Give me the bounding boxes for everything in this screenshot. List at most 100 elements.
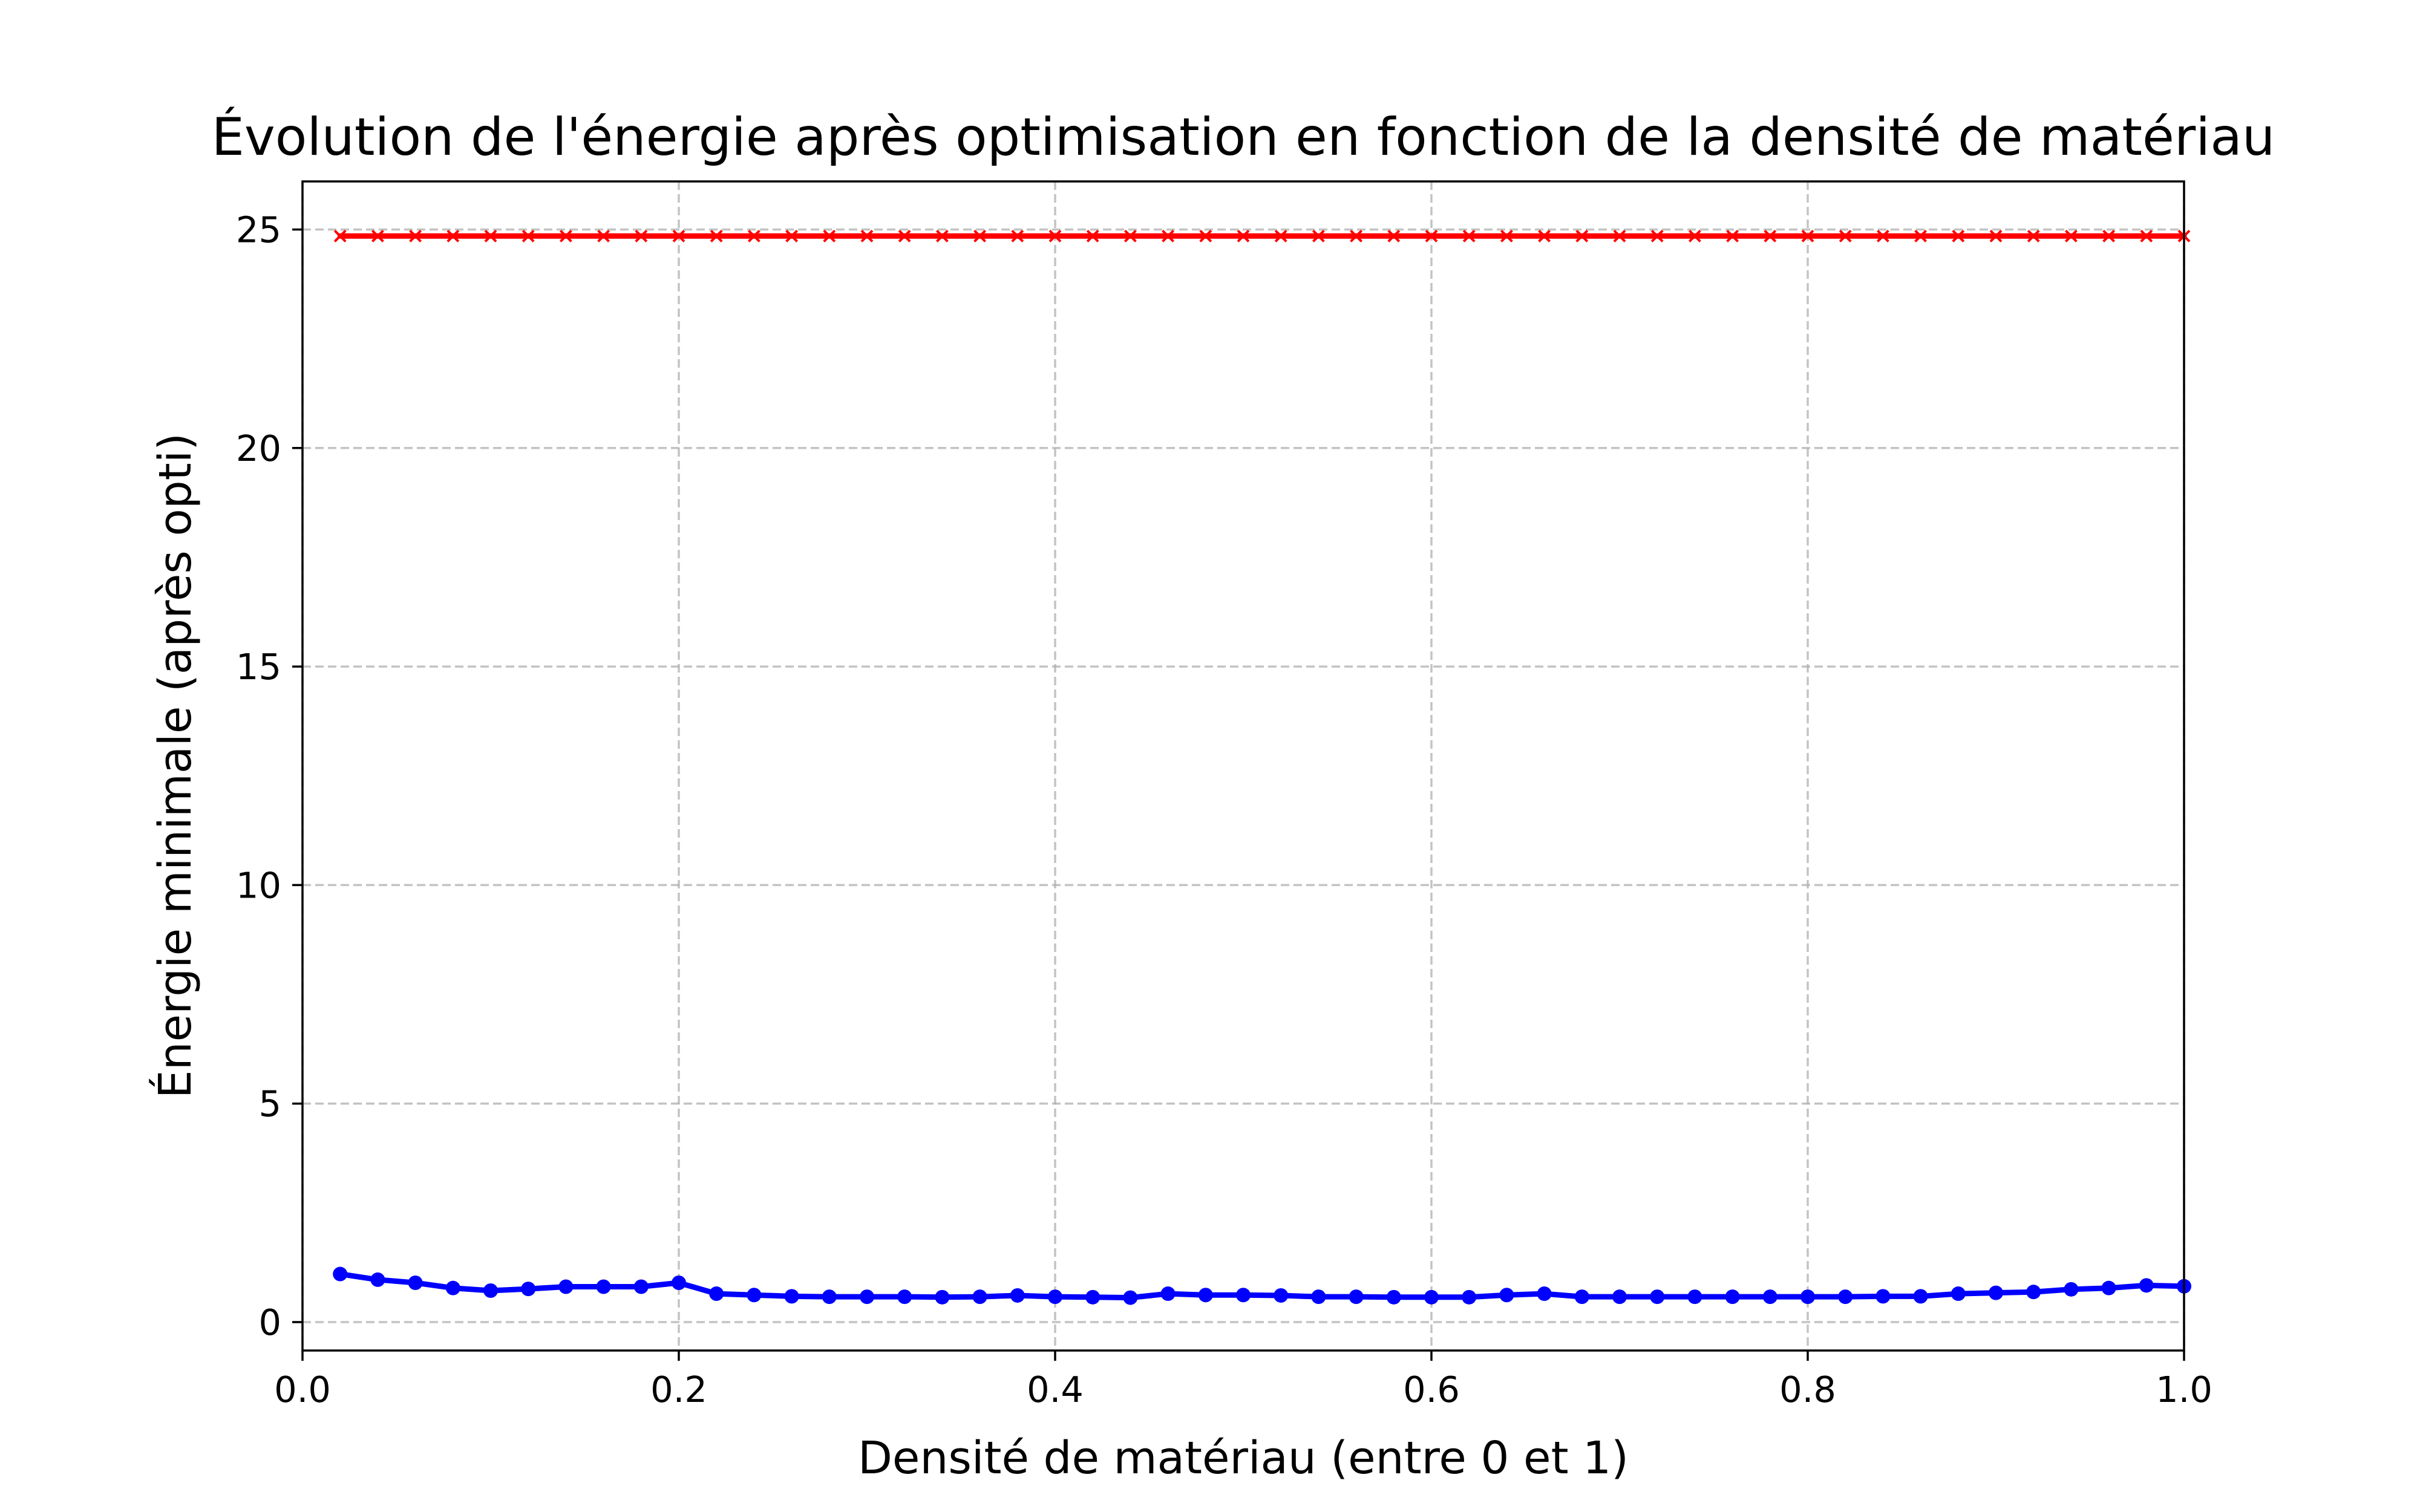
data-point	[710, 229, 723, 243]
data-point	[1198, 1288, 1213, 1303]
data-point	[633, 1279, 649, 1294]
data-point	[972, 1289, 987, 1305]
y-tick-label: 15	[236, 646, 281, 688]
data-point	[747, 229, 760, 243]
data-point	[408, 1275, 423, 1290]
data-point	[1123, 1290, 1138, 1305]
data-point	[1612, 1289, 1627, 1305]
data-point	[1613, 229, 1626, 243]
data-point	[747, 1288, 762, 1303]
data-point	[1989, 229, 2003, 243]
data-point	[1160, 1286, 1176, 1302]
data-point	[446, 229, 460, 243]
data-point	[1350, 229, 1363, 243]
data-point	[1839, 229, 1852, 243]
data-point	[597, 229, 610, 243]
y-tick-label: 20	[236, 428, 281, 469]
data-point	[1048, 229, 1062, 243]
data-point	[898, 229, 911, 243]
chart-title: Évolution de l'énergie après optimisatio…	[212, 106, 2275, 168]
data-point	[409, 229, 422, 243]
data-point	[1762, 1289, 1777, 1305]
data-point	[1538, 229, 1551, 243]
data-point	[2064, 229, 2078, 243]
y-tick-label: 0	[258, 1302, 281, 1343]
data-point	[483, 1283, 498, 1299]
data-point	[2064, 1282, 2079, 1297]
data-point	[1764, 229, 1777, 243]
data-point	[784, 1289, 799, 1304]
data-point	[1237, 229, 1250, 243]
data-point	[2101, 1280, 2116, 1295]
y-tick-label: 25	[236, 209, 281, 250]
data-point	[822, 1289, 837, 1305]
data-point	[333, 229, 347, 243]
data-point	[935, 1289, 950, 1305]
data-point	[559, 229, 572, 243]
data-point	[370, 1272, 385, 1287]
data-point	[522, 229, 535, 243]
grid-layer	[301, 181, 2185, 1351]
data-point	[1011, 229, 1024, 243]
data-point	[1537, 1286, 1552, 1302]
data-point	[860, 229, 874, 243]
data-point	[371, 229, 384, 243]
data-point	[2027, 229, 2040, 243]
data-point	[1650, 1289, 1665, 1305]
data-point	[935, 229, 949, 243]
data-point	[897, 1289, 912, 1305]
data-point	[1951, 1286, 1966, 1302]
data-point	[709, 1286, 724, 1302]
y-axis-label: Énergie minimale (après opti)	[148, 433, 201, 1098]
data-point	[860, 1289, 874, 1305]
data-point	[1462, 229, 1476, 243]
data-point	[1650, 229, 1664, 243]
data-point	[785, 229, 799, 243]
data-point	[1162, 229, 1175, 243]
data-point	[1952, 229, 1965, 243]
y-tick-label: 10	[236, 864, 281, 906]
data-point	[521, 1282, 536, 1297]
data-point	[1688, 229, 1701, 243]
data-point	[1123, 229, 1137, 243]
data-point	[1574, 1289, 1589, 1305]
data-point	[1462, 1289, 1477, 1305]
data-point	[1312, 229, 1325, 243]
data-point	[333, 1266, 348, 1282]
data-point	[1687, 1289, 1702, 1305]
data-point	[1010, 1288, 1025, 1303]
series-layer	[333, 229, 2191, 1305]
data-point	[1500, 229, 1513, 243]
data-point	[1199, 229, 1212, 243]
data-point	[823, 229, 836, 243]
data-point	[1424, 1289, 1439, 1305]
data-point	[973, 229, 987, 243]
data-point	[1726, 229, 1739, 243]
data-point	[1048, 1289, 1062, 1305]
data-point	[445, 1280, 460, 1295]
data-point	[1274, 1288, 1289, 1303]
y-tick-label: 5	[258, 1083, 281, 1125]
x-tick-label: 0.4	[1027, 1369, 1084, 1410]
data-point	[1387, 229, 1401, 243]
data-point	[1725, 1289, 1740, 1305]
data-point	[1311, 1289, 1326, 1305]
x-tick-label: 0.0	[274, 1369, 331, 1410]
data-point	[1913, 1289, 1928, 1304]
x-tick-label: 1.0	[2156, 1369, 2212, 1410]
data-point	[2102, 229, 2116, 243]
data-point	[596, 1279, 611, 1294]
data-point	[672, 1275, 686, 1290]
data-point	[1499, 1288, 1514, 1303]
x-tick-label: 0.6	[1403, 1369, 1460, 1410]
tick-layer: 0.0 0.2 0.4 0.6 0.8 1.0 0 5 10 15 20 25	[236, 209, 2212, 1410]
data-point	[2026, 1285, 2041, 1300]
data-point	[1086, 229, 1099, 243]
data-point	[1425, 229, 1438, 243]
data-point	[1274, 229, 1287, 243]
data-point	[1085, 1289, 1100, 1305]
series-2	[333, 1266, 2191, 1305]
data-point	[1236, 1288, 1251, 1303]
